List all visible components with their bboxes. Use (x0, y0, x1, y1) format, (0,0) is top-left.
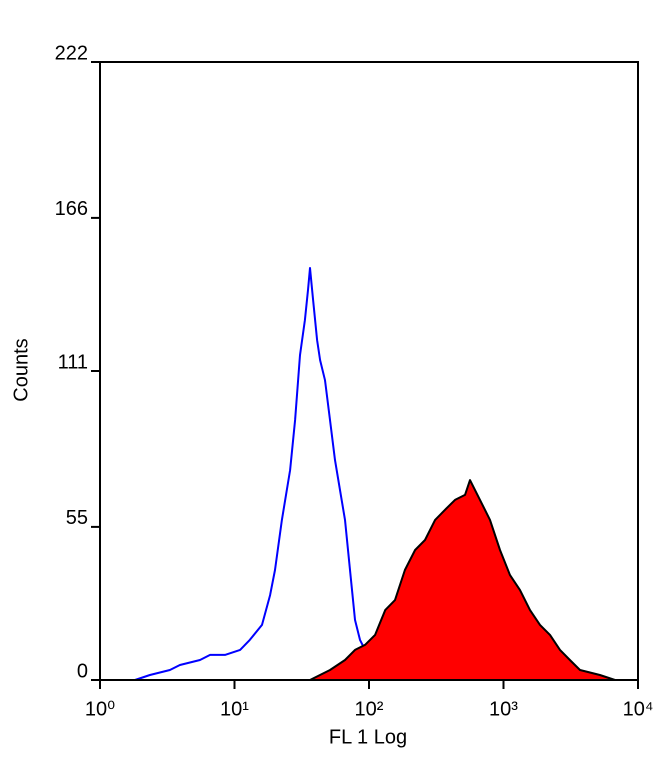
y-tick-label: 166 (55, 198, 88, 220)
x-tick-label: 10¹ (220, 698, 249, 720)
y-tick-label: 222 (55, 42, 88, 64)
y-tick-label: 55 (66, 507, 88, 529)
x-tick-label: 10⁴ (623, 698, 654, 720)
y-tick-label: 111 (58, 351, 88, 373)
x-tick-label: 10² (355, 698, 384, 720)
plot-frame (99, 61, 639, 681)
histogram-trace (309, 479, 616, 681)
x-tick-label: 10⁰ (85, 698, 115, 720)
y-tick-label: 0 (77, 660, 88, 682)
x-axis-label: FL 1 Log (329, 726, 407, 748)
x-tick-label: 10³ (489, 698, 518, 720)
histogram-trace (134, 267, 391, 681)
y-axis-label: Counts (10, 338, 32, 401)
